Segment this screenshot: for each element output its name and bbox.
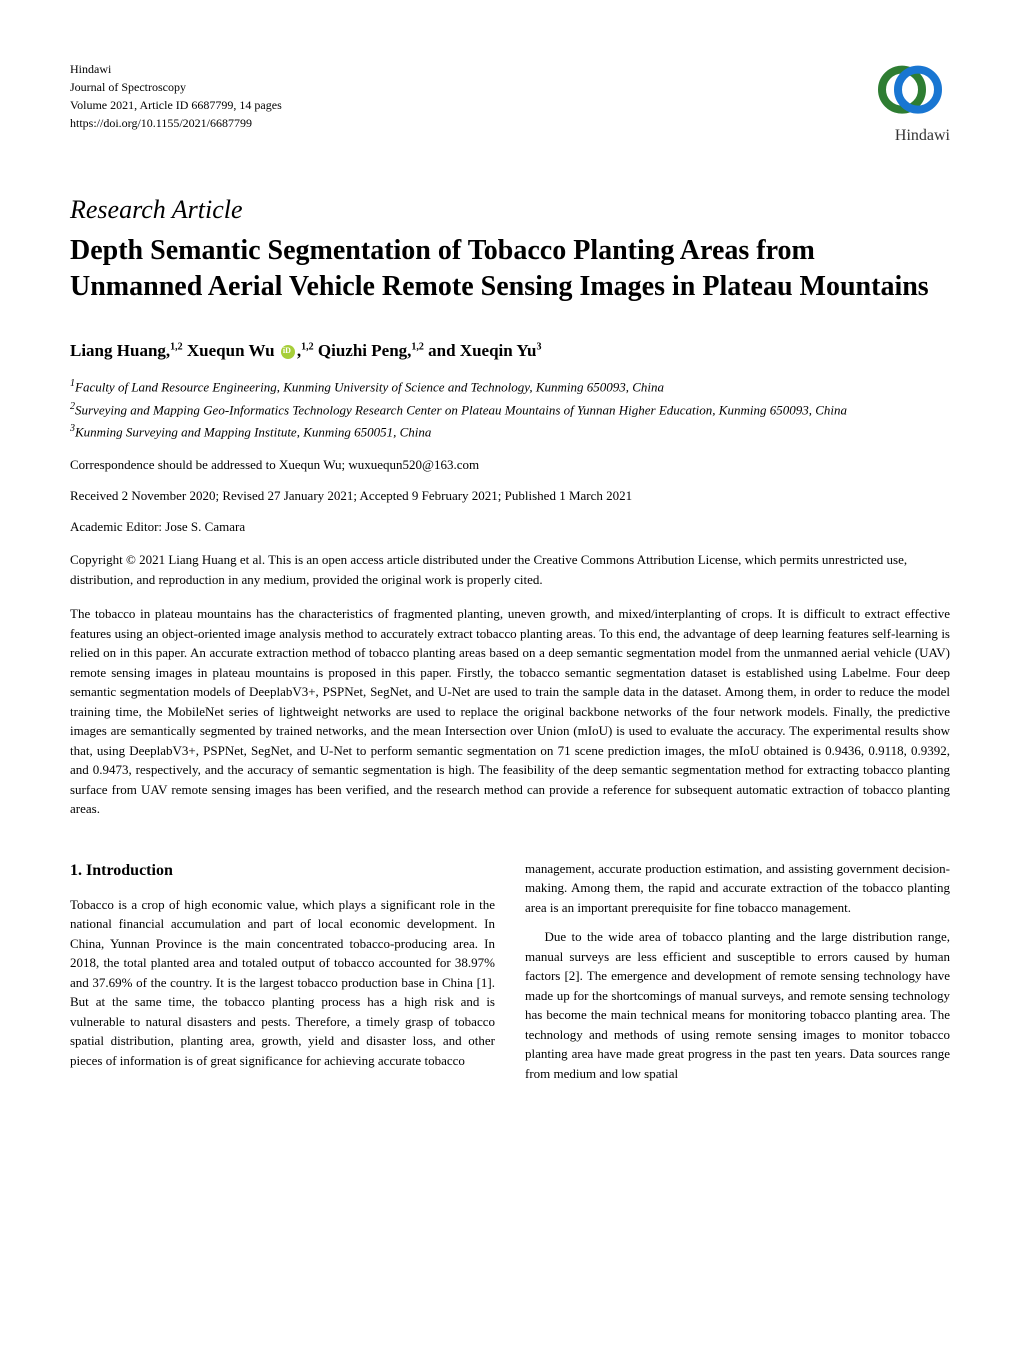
- article-title: Depth Semantic Segmentation of Tobacco P…: [70, 233, 950, 306]
- copyright-notice: Copyright © 2021 Liang Huang et al. This…: [70, 550, 950, 589]
- academic-editor: Academic Editor: Jose S. Camara: [70, 519, 950, 535]
- affiliation-2: Surveying and Mapping Geo-Informatics Te…: [75, 402, 847, 417]
- logo-text: Hindawi: [870, 127, 950, 145]
- author-2: Xuequn Wu: [183, 341, 279, 360]
- doi-link[interactable]: https://doi.org/10.1155/2021/6687799: [70, 114, 282, 132]
- affiliation-1: Faculty of Land Resource Engineering, Ku…: [75, 379, 664, 394]
- author-3-sup: 1,2: [411, 341, 424, 352]
- author-4: and Xueqin Yu: [424, 341, 537, 360]
- left-column: 1. Introduction Tobacco is a crop of hig…: [70, 859, 495, 1084]
- volume-info: Volume 2021, Article ID 6687799, 14 page…: [70, 96, 282, 114]
- header-top: Hindawi Journal of Spectroscopy Volume 2…: [70, 60, 950, 145]
- journal-name: Journal of Spectroscopy: [70, 78, 282, 96]
- intro-paragraph-2: management, accurate production estimati…: [525, 859, 950, 918]
- author-3: Qiuzhi Peng,: [314, 341, 412, 360]
- author-4-sup: 3: [537, 341, 542, 352]
- author-2-sup: 1,2: [301, 341, 314, 352]
- author-1: Liang Huang,: [70, 341, 170, 360]
- article-type: Research Article: [70, 195, 950, 225]
- orcid-icon[interactable]: [281, 345, 295, 359]
- publication-dates: Received 2 November 2020; Revised 27 Jan…: [70, 488, 950, 504]
- correspondence: Correspondence should be addressed to Xu…: [70, 457, 950, 473]
- publisher-name: Hindawi: [70, 60, 282, 78]
- affiliations: 1Faculty of Land Resource Engineering, K…: [70, 376, 950, 442]
- hindawi-logo-icon: [870, 60, 950, 120]
- author-1-sup: 1,2: [170, 341, 183, 352]
- affiliation-3: Kunming Surveying and Mapping Institute,…: [75, 425, 431, 440]
- section-heading-intro: 1. Introduction: [70, 859, 495, 883]
- journal-info: Hindawi Journal of Spectroscopy Volume 2…: [70, 60, 282, 132]
- content-columns: 1. Introduction Tobacco is a crop of hig…: [70, 859, 950, 1084]
- intro-paragraph-3: Due to the wide area of tobacco planting…: [525, 927, 950, 1083]
- authors-line: Liang Huang,1,2 Xuequn Wu ,1,2 Qiuzhi Pe…: [70, 341, 950, 361]
- intro-paragraph-1: Tobacco is a crop of high economic value…: [70, 895, 495, 1071]
- publisher-logo: Hindawi: [870, 60, 950, 145]
- abstract-text: The tobacco in plateau mountains has the…: [70, 604, 950, 819]
- right-column: management, accurate production estimati…: [525, 859, 950, 1084]
